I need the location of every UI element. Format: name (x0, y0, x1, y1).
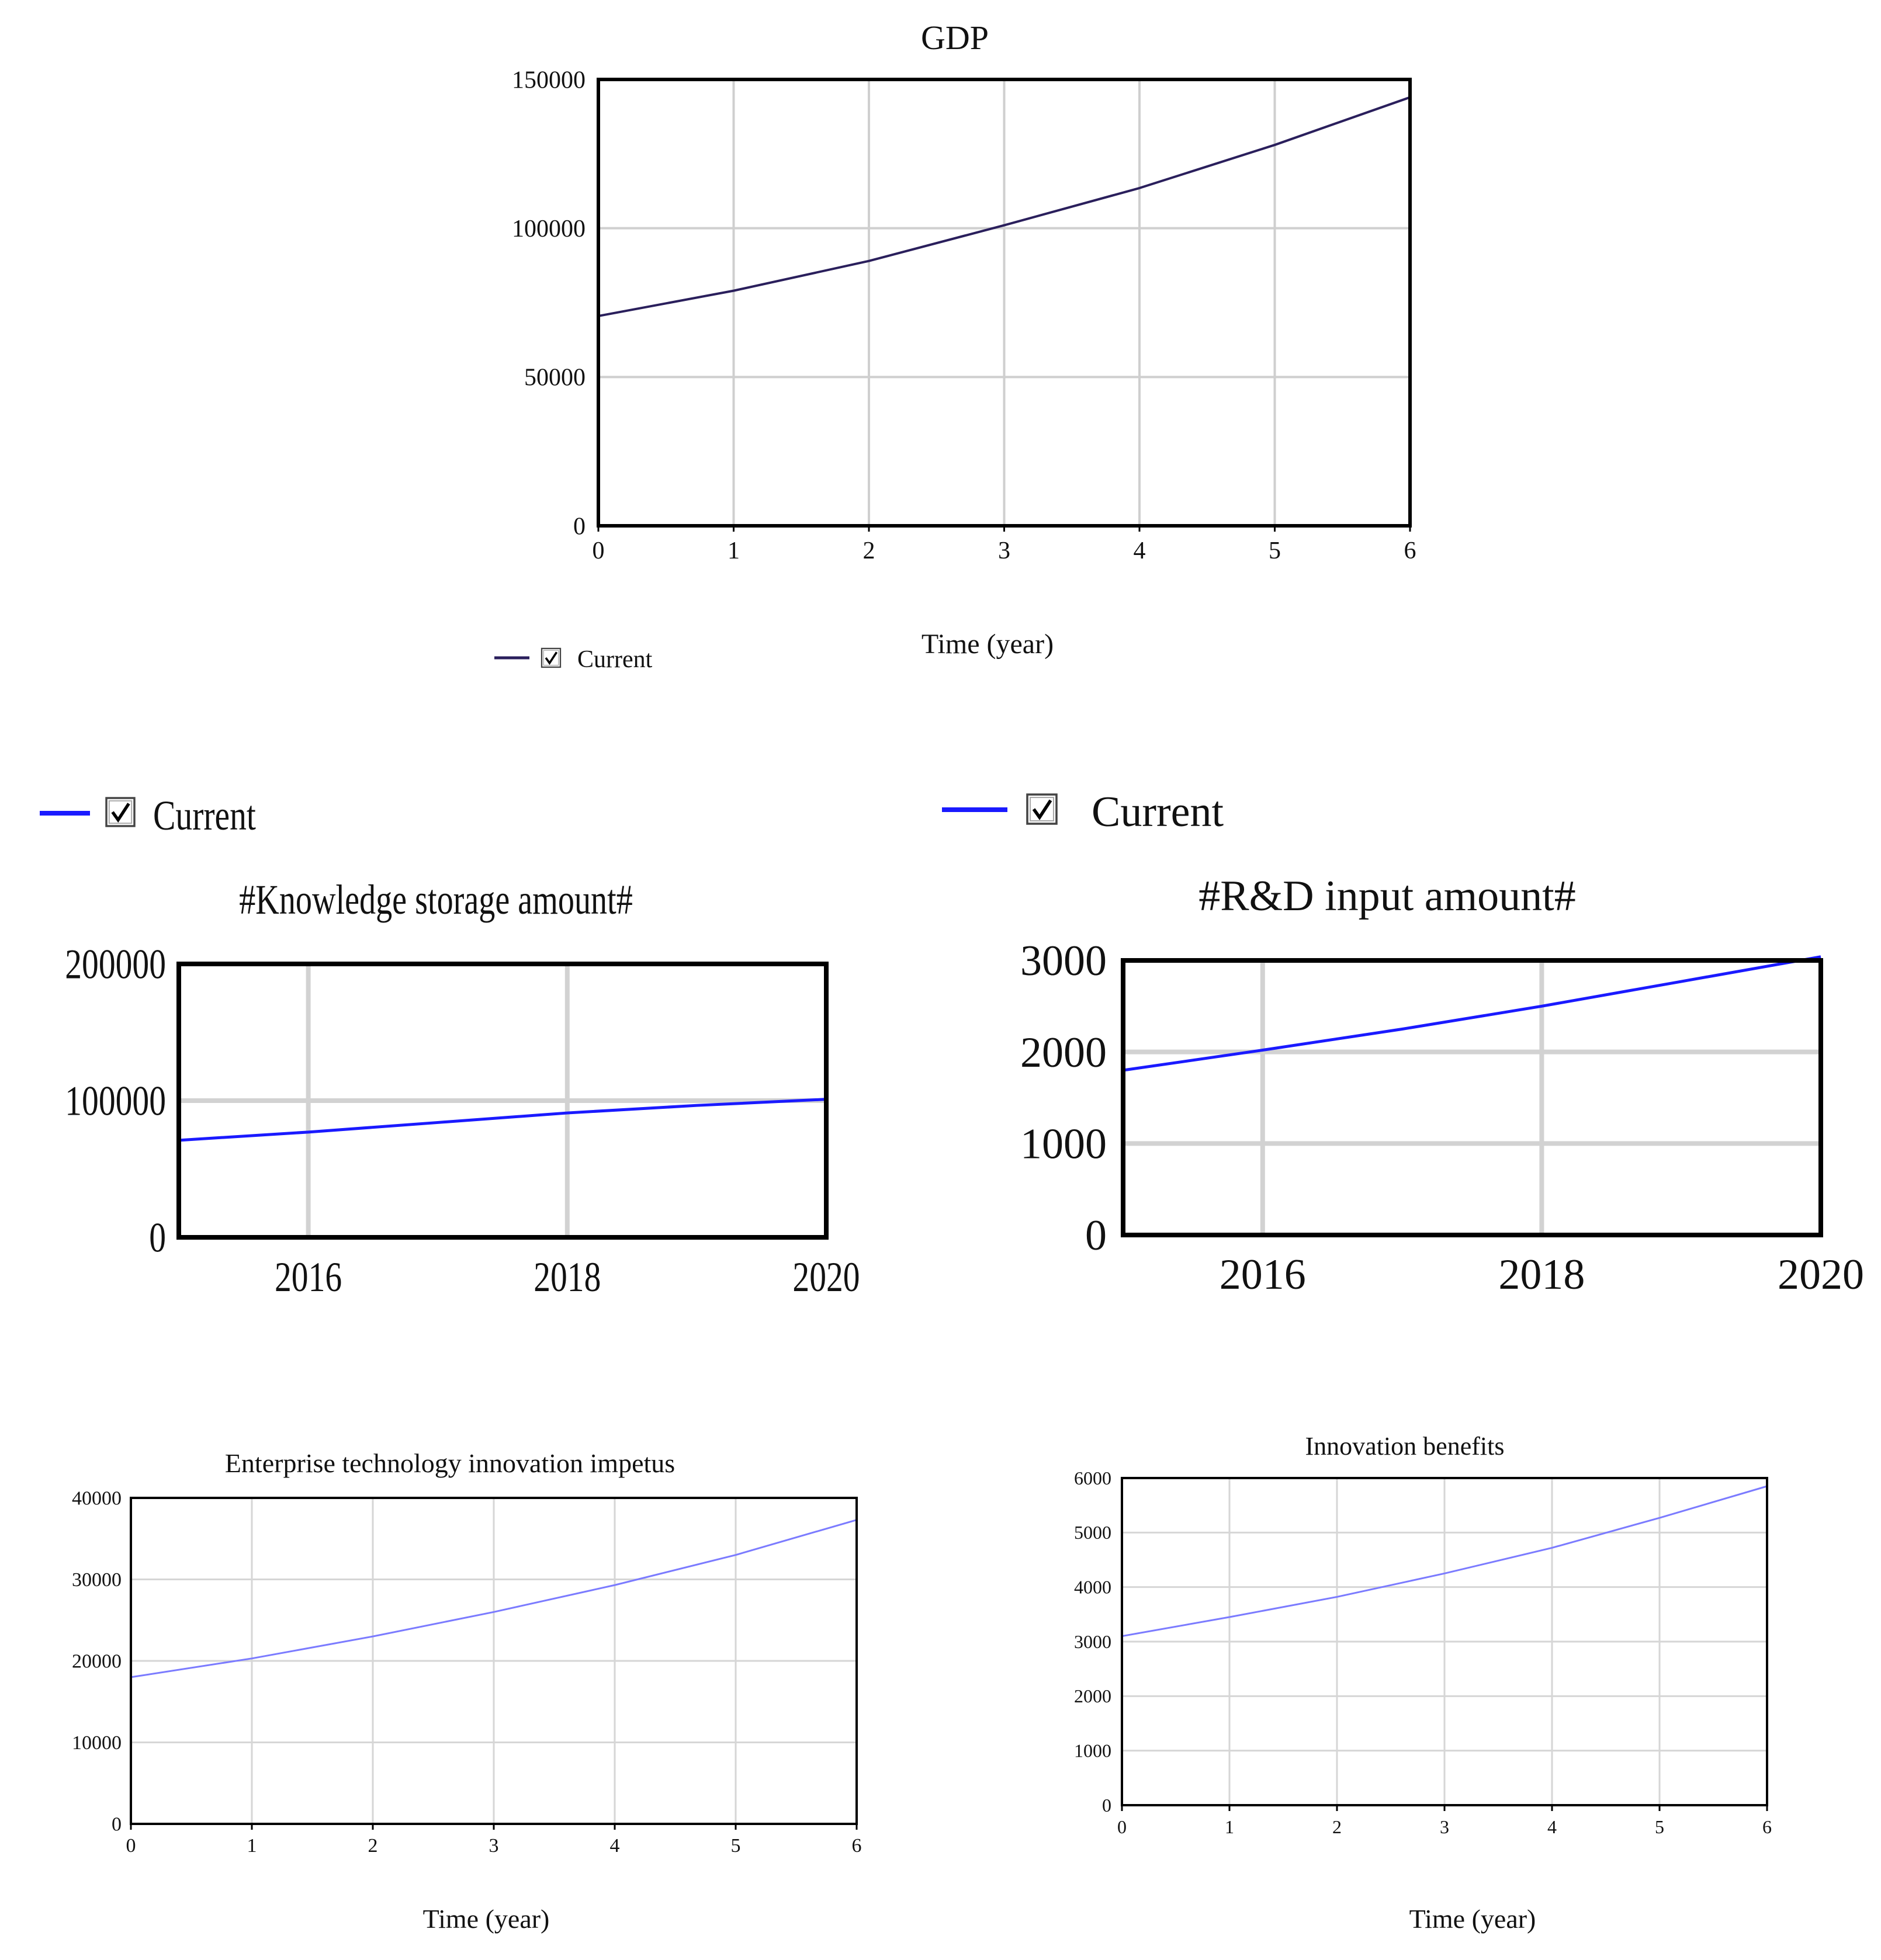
x-tick-label: 3 (1440, 1816, 1449, 1837)
y-tick-label: 20000 (72, 1651, 122, 1673)
x-tick-label: 0 (1117, 1816, 1127, 1837)
x-tick-label: 5 (1269, 537, 1281, 564)
y-tick-label: 40000 (72, 1488, 122, 1510)
y-tick-label: 200000 (65, 942, 166, 988)
x-tick-label: 5 (731, 1835, 741, 1857)
legend-checkbox[interactable] (1026, 793, 1058, 825)
plot-frame (176, 962, 829, 1240)
y-tick-label: 100000 (65, 1078, 166, 1125)
x-tick-label: 2016 (1220, 1251, 1306, 1299)
chart-knowledge: 0 100000 200000 2016 2018 2020 #Knowledge stor… (40, 793, 860, 1301)
legend-label: Current (153, 793, 256, 839)
chart-rd: 0 1000 2000 3000 2016 2018 2020 #R&D input amou… (942, 788, 1864, 1299)
x-tick-label: 2 (1332, 1816, 1342, 1837)
x-axis-label: Time (year) (423, 1904, 550, 1934)
y-tick-label: 4000 (1074, 1577, 1111, 1598)
plot-frame (1121, 958, 1823, 1237)
x-axis-label: Time (year) (1409, 1904, 1536, 1934)
x-tick-label: 0 (593, 537, 605, 564)
series-line-benefits (1121, 1485, 1768, 1638)
x-tick-label: 3 (998, 537, 1010, 564)
x-tick-label: 2018 (1498, 1251, 1585, 1299)
x-tick-label: 5 (1655, 1816, 1664, 1837)
y-tick-label: 0 (1102, 1795, 1111, 1816)
x-tick-label: 2018 (534, 1254, 601, 1301)
x-tick-label: 4 (610, 1835, 620, 1857)
y-tick-label: 3000 (1074, 1631, 1111, 1652)
x-tick-label: 6 (852, 1835, 862, 1857)
x-axis-label: Time (year) (922, 629, 1054, 660)
legend-checkbox[interactable] (541, 647, 562, 668)
legend: Current (494, 646, 653, 673)
y-tick-label: 10000 (72, 1732, 122, 1754)
x-tick-label: 2020 (792, 1254, 860, 1301)
y-tick-label: 0 (112, 1814, 122, 1836)
y-tick-label: 0 (149, 1215, 166, 1262)
y-tick-label: 5000 (1074, 1522, 1111, 1543)
check-icon (111, 803, 130, 823)
chart-title: #Knowledge storage amount# (239, 876, 633, 922)
y-tick-label: 150000 (512, 67, 586, 93)
y-tick-label: 100000 (512, 216, 586, 242)
legend-label: Current (577, 646, 653, 673)
series-line-gdp (598, 96, 1411, 317)
y-tick-label: 2000 (1020, 1029, 1107, 1077)
series-line-impetus (130, 1519, 857, 1678)
chart-impetus: 0 10000 20000 30000 40000 0 1 2 3 4 5 6 Enterprise t… (72, 1448, 862, 1934)
y-tick-label: 30000 (72, 1569, 122, 1591)
x-tick-label: 1 (1225, 1816, 1234, 1837)
chart-title: Innovation benefits (1305, 1432, 1505, 1461)
x-tick-label: 4 (1547, 1816, 1557, 1837)
x-tick-label: 6 (1762, 1816, 1772, 1837)
check-icon (545, 651, 558, 665)
y-tick-label: 2000 (1074, 1685, 1111, 1706)
x-tick-label: 2016 (275, 1254, 342, 1301)
x-tick-label: 1 (728, 537, 740, 564)
y-tick-label: 1000 (1020, 1120, 1107, 1168)
legend-checkbox[interactable] (105, 797, 136, 827)
chart-benefits: 0 1000 2000 3000 4000 5000 6000 0 1 2 3 4 5 6 Innovati… (1074, 1432, 1772, 1934)
x-tick-label: 0 (126, 1835, 136, 1857)
y-tick-label: 0 (1085, 1212, 1107, 1260)
y-tick-label: 0 (573, 513, 586, 540)
x-tick-label: 6 (1404, 537, 1416, 564)
legend: Current (40, 793, 256, 839)
chart-title: GDP (921, 19, 989, 57)
x-tick-label: 3 (489, 1835, 499, 1857)
x-tick-label: 2 (368, 1835, 378, 1857)
legend: Current (942, 788, 1224, 836)
x-tick-label: 4 (1134, 537, 1146, 564)
chart-title: Enterprise technology innovation impetus (225, 1448, 675, 1478)
y-tick-label: 3000 (1020, 937, 1107, 985)
series-line-knowledge (178, 1098, 827, 1142)
y-tick-label: 1000 (1074, 1740, 1111, 1761)
chart-gdp: 0 50000 100000 150000 0 1 2 3 4 5 6 GDP Time (year) C… (494, 19, 1416, 673)
series-line-rd (1123, 955, 1821, 1072)
x-tick-label: 2020 (1778, 1251, 1864, 1299)
check-icon (1032, 799, 1052, 820)
x-tick-label: 1 (247, 1835, 257, 1857)
x-tick-label: 2 (863, 537, 875, 564)
y-tick-label: 6000 (1074, 1468, 1111, 1489)
chart-title: #R&D input amount# (1198, 872, 1575, 920)
y-tick-label: 50000 (524, 365, 586, 391)
legend-label: Current (1092, 788, 1224, 836)
